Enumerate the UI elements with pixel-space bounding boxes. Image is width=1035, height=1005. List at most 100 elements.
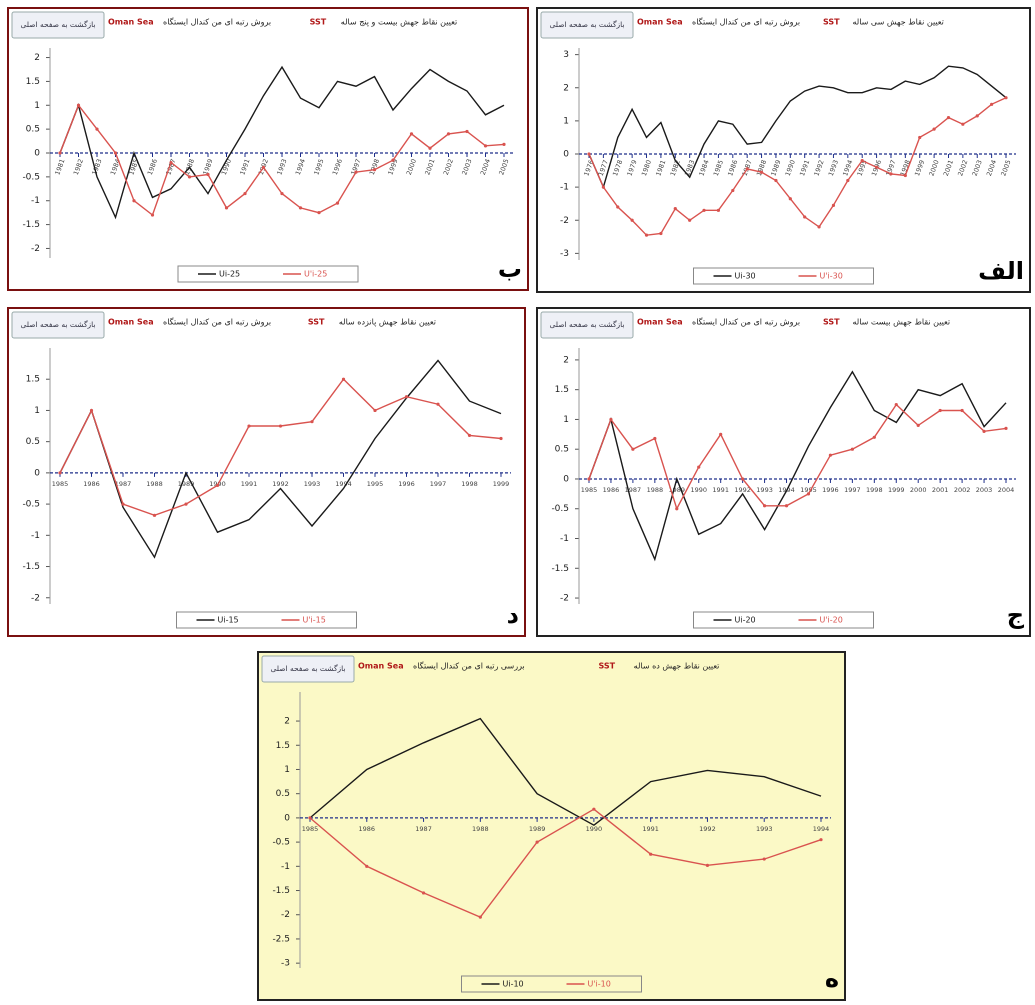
point-marker [831,203,836,207]
back-button-label: بازگشت به صفحه اصلی [549,20,624,29]
y-tick-label: 0 [34,149,40,159]
x-tick-label: 1990 [586,825,603,833]
x-tick-label: 1990 [690,486,707,494]
y-tick-label: 0.5 [555,445,569,455]
point-marker [631,447,635,451]
y-tick-label: 0.5 [276,789,290,799]
x-tick-label: 1993 [304,480,321,488]
chart-title: تعیین نقاط جهش بیست و پنج ساله [341,18,457,27]
point-marker [731,188,735,193]
y-tick-label: -3 [560,249,569,259]
x-tick-label: 1992 [272,480,289,488]
point-marker [373,408,377,413]
point-marker [903,173,907,178]
point-marker [404,395,409,399]
x-tick-label: 1988 [146,480,163,488]
x-tick-label: 1986 [83,480,100,488]
x-tick-label: 1996 [822,486,839,494]
y-tick-label: 2 [563,355,569,365]
back-button [11,11,105,39]
y-tick-label: -0.5 [22,172,40,182]
point-marker [630,218,634,222]
back-button [11,311,105,339]
series-line [59,359,502,559]
chart-title: تعیین نقاط جهش سی ساله [853,18,944,27]
legend-label: U'i-20 [820,616,843,625]
point-marker [806,492,811,496]
y-tick-label: -1 [560,534,569,544]
y-tick-label: -1.5 [22,562,40,572]
point-marker [169,160,173,165]
point-marker [150,213,155,217]
legend-box [693,267,874,285]
y-tick-label: 0 [34,468,40,478]
panel-label: د [507,601,519,629]
legend-box [461,975,642,993]
point-marker [465,129,469,134]
panel-label: الف [978,257,1024,285]
chart-panel: -3 -2.5 -2 -1.5 -1 -0.5 0 0.5 1 1.5 2 1985 1986 1987 1… [257,651,846,1001]
series-line [309,717,822,827]
legend-label: Ui-25 [219,270,240,279]
point-marker [224,206,229,210]
point-marker [1004,426,1008,430]
point-marker [243,191,247,196]
x-tick-label: 1991 [642,825,659,833]
back-button [261,655,355,683]
x-tick-label: 1988 [472,825,489,833]
panel-label: ج [1007,601,1025,629]
x-tick-label: 1997 [844,486,861,494]
legend-label: U'i-15 [303,616,326,625]
y-tick-label: 3 [563,50,569,60]
panel-frame [536,7,1031,293]
panel-label: ب [498,255,522,283]
y-tick-label: -1 [560,183,569,193]
x-tick-label: 2004 [998,486,1015,494]
variable-label: SST [823,318,840,327]
series-line [588,65,1007,190]
series-line [588,370,1007,562]
chart-title: تعیین نقاط جهش پانزده ساله [339,318,436,327]
variable-label: SST [308,318,325,327]
point-marker [58,471,62,475]
x-tick-label: 1985 [581,486,598,494]
y-tick-label: -1.5 [272,886,290,896]
y-tick-label: 1.5 [555,385,569,395]
point-marker [938,408,942,413]
point-marker [308,816,312,820]
method-label: بررسی رتبه ای من کندال ایستگاه [413,661,525,671]
legend-box [176,611,357,629]
point-marker [152,513,157,517]
point-marker [446,132,451,136]
point-marker [483,144,488,148]
back-button-label: بازگشت به صفحه اصلی [270,664,345,673]
y-tick-label: 0 [284,813,290,823]
method-label: بروش رتبه ای من کندال ایستگاه [163,317,271,327]
point-marker [341,377,346,381]
point-marker [705,863,710,867]
y-tick-label: -0.5 [551,504,569,514]
method-label: بروش رتبه ای من کندال ایستگاه [692,17,800,27]
point-marker [187,175,192,179]
point-marker [932,127,936,131]
x-tick-label: 2000 [910,486,927,494]
point-marker [649,852,653,856]
legend-label: Ui-15 [218,616,239,625]
y-tick-label: 0.5 [26,437,40,447]
x-tick-label: 1999 [888,486,905,494]
x-tick-label: 1998 [461,480,478,488]
y-tick-label: -0.5 [272,838,290,848]
point-marker [535,840,539,844]
legend-label: Ui-30 [735,272,756,281]
point-marker [436,402,440,406]
point-marker [702,208,706,212]
point-marker [478,915,482,919]
point-marker [688,218,692,222]
point-marker [961,122,965,126]
x-tick-label: 1993 [756,486,773,494]
back-button-label: بازگشت به صفحه اصلی [549,320,624,329]
point-marker [298,206,303,210]
point-marker [467,433,472,438]
point-marker [1004,96,1008,100]
